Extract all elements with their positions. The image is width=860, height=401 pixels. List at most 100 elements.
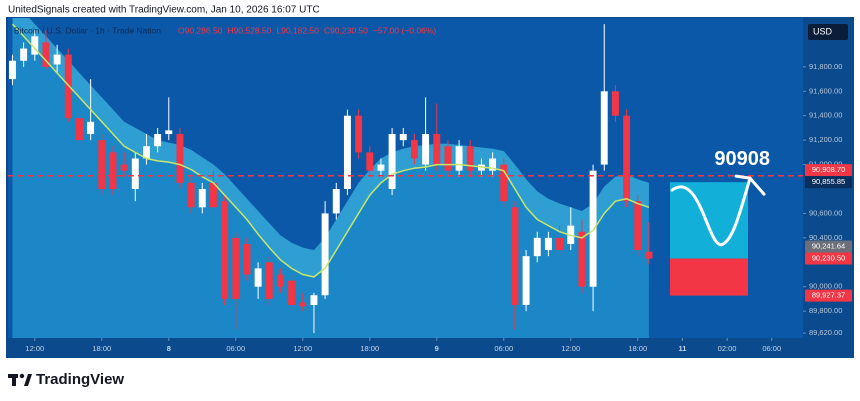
legend-value: L90,182.50 bbox=[276, 25, 319, 35]
price-tag bbox=[805, 289, 852, 302]
x-tick-label: 18:00 bbox=[92, 344, 111, 353]
candle-body bbox=[489, 158, 497, 171]
candle-body bbox=[578, 231, 586, 287]
candle-body bbox=[109, 152, 117, 189]
ma-line bbox=[11, 23, 650, 278]
candle-body bbox=[500, 164, 508, 202]
candle-body bbox=[589, 170, 597, 287]
y-tick-label: 91,000.00 bbox=[809, 160, 842, 169]
y-tick-label: 91,200.00 bbox=[809, 135, 842, 144]
candle-body bbox=[20, 48, 28, 61]
candle-body bbox=[187, 182, 195, 208]
legend-value: C90,230.50 bbox=[324, 25, 368, 35]
price-tag-label: 90,855.85 bbox=[812, 177, 845, 186]
candle-body bbox=[410, 140, 418, 159]
candle-body bbox=[332, 188, 340, 214]
y-tick-label: 89,620.00 bbox=[809, 328, 842, 337]
candle-body bbox=[254, 268, 262, 287]
candle-body bbox=[556, 237, 564, 251]
band-strip bbox=[12, 18, 649, 277]
legend-value: H90,528.50 bbox=[227, 25, 271, 35]
logo-slash bbox=[24, 374, 32, 386]
candle-body bbox=[310, 295, 318, 306]
price-tag bbox=[805, 252, 852, 265]
band-area bbox=[12, 18, 649, 338]
x-tick-label: 12:00 bbox=[561, 344, 580, 353]
y-tick-label: 90,400.00 bbox=[809, 233, 842, 242]
x-tick-label: 11 bbox=[678, 344, 686, 353]
candle-body bbox=[355, 115, 363, 153]
header-text: UnitedSignals created with TradingView.c… bbox=[8, 5, 320, 16]
candle-body bbox=[645, 251, 653, 259]
candle-body bbox=[399, 134, 407, 141]
currency-box bbox=[808, 24, 848, 40]
projection-arrow bbox=[734, 174, 766, 196]
candle-body bbox=[232, 237, 240, 299]
price-tag-label: 90,908.70 bbox=[812, 165, 845, 174]
currency-label: USD bbox=[813, 26, 833, 36]
candle-body bbox=[42, 42, 50, 67]
candle-body bbox=[388, 134, 396, 189]
candle-body bbox=[9, 60, 16, 80]
x-tick-label: 18:00 bbox=[360, 344, 379, 353]
candle-body bbox=[433, 134, 441, 165]
candle-body bbox=[533, 237, 541, 257]
overlay: 90908 bbox=[670, 148, 770, 296]
candle-body bbox=[98, 140, 106, 189]
x-tick-label: 8 bbox=[167, 344, 171, 353]
candle-body bbox=[276, 274, 284, 287]
y-tick-label: 91,800.00 bbox=[809, 62, 842, 71]
candle-body bbox=[209, 182, 217, 208]
y-tick-label: 89,800.00 bbox=[809, 306, 842, 315]
candle-body bbox=[600, 91, 608, 165]
candle-body bbox=[455, 146, 463, 171]
x-tick-label: 12:00 bbox=[293, 344, 312, 353]
time-axis bbox=[8, 338, 803, 358]
candle-body bbox=[221, 201, 229, 299]
legend-value: −57.00 (−0.06%) bbox=[373, 25, 436, 35]
logo-stem bbox=[12, 374, 16, 386]
candle-body bbox=[53, 54, 61, 65]
x-tick-label: 06:00 bbox=[226, 344, 245, 353]
logo-dot bbox=[19, 373, 25, 379]
price-tag bbox=[805, 164, 852, 177]
candle-body bbox=[343, 115, 351, 189]
candle-body bbox=[321, 213, 329, 296]
candle-body bbox=[299, 302, 307, 307]
candle-body bbox=[544, 237, 552, 251]
x-tick-label: 18:00 bbox=[628, 344, 647, 353]
target-box bbox=[670, 182, 748, 259]
y-tick-label: 91,600.00 bbox=[809, 86, 842, 95]
x-tick-label: 06:00 bbox=[762, 344, 781, 353]
candle-body bbox=[243, 243, 251, 275]
y-tick-label: 91,400.00 bbox=[809, 111, 842, 120]
candle-body bbox=[176, 134, 184, 183]
projection-curve bbox=[670, 176, 752, 247]
candle-body bbox=[522, 256, 530, 306]
candle-body bbox=[75, 118, 83, 141]
price-tag-label: 90,241.64 bbox=[812, 242, 845, 251]
candle-body bbox=[466, 146, 474, 171]
candle-body bbox=[31, 36, 39, 55]
stop-box bbox=[670, 258, 748, 296]
candle-body bbox=[154, 134, 162, 147]
candle-body bbox=[165, 130, 173, 135]
candle-body bbox=[611, 91, 619, 116]
candle-body bbox=[623, 115, 631, 202]
price-tag-label: 89,927.37 bbox=[812, 291, 845, 300]
candle-body bbox=[120, 164, 128, 171]
x-tick-label: 06:00 bbox=[494, 344, 513, 353]
price-tag-label: 90,230.50 bbox=[812, 254, 845, 263]
candle-body bbox=[198, 188, 206, 208]
candle-body bbox=[142, 146, 150, 159]
y-tick-label: 90,000.00 bbox=[809, 282, 842, 291]
candle-body bbox=[288, 280, 296, 306]
candle-body bbox=[87, 121, 95, 135]
candle-body bbox=[422, 134, 430, 165]
candle-body bbox=[265, 262, 273, 299]
price-tag bbox=[805, 176, 852, 189]
candle-body bbox=[377, 164, 385, 171]
symbol-legend: Bitcoin / U.S. Dollar · 1h · Trade Natio… bbox=[14, 25, 161, 35]
